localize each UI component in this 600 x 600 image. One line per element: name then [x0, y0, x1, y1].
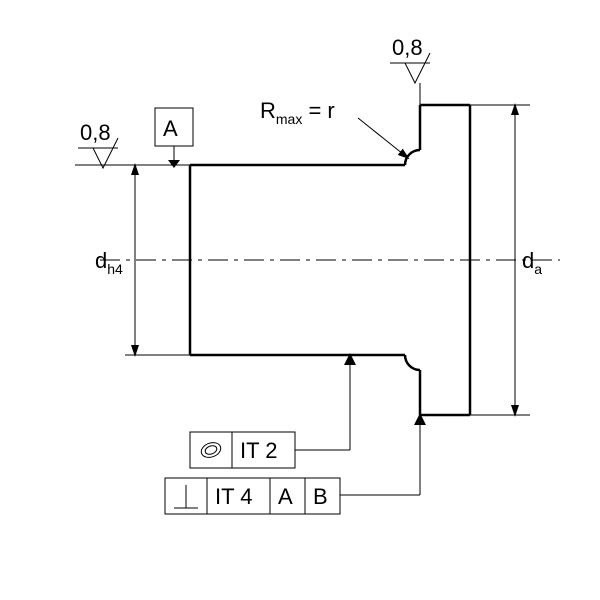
d-h4-label: d: [95, 248, 107, 273]
surface-finish-left: 0,8: [78, 120, 118, 168]
svg-text:IT 2: IT 2: [240, 438, 278, 463]
svg-text:A: A: [163, 116, 178, 141]
svg-text:0,8: 0,8: [392, 35, 423, 60]
datum-a: A: [155, 108, 193, 168]
tolerance-row-2: IT 4 A B: [165, 478, 340, 514]
r-callout: Rmax = r: [260, 98, 408, 158]
tolerance-row-1: IT 2: [190, 432, 295, 468]
svg-text:A: A: [278, 484, 293, 509]
svg-text:0,8: 0,8: [80, 120, 111, 145]
svg-text:da: da: [522, 248, 542, 277]
svg-text:IT 4: IT 4: [215, 484, 253, 509]
surface-finish-right: 0,8: [390, 35, 430, 105]
svg-text:B: B: [313, 484, 328, 509]
tolerance-leader: [295, 353, 426, 495]
svg-text:dh4: dh4: [95, 248, 123, 277]
svg-text:Rmax = r: Rmax = r: [260, 98, 335, 127]
